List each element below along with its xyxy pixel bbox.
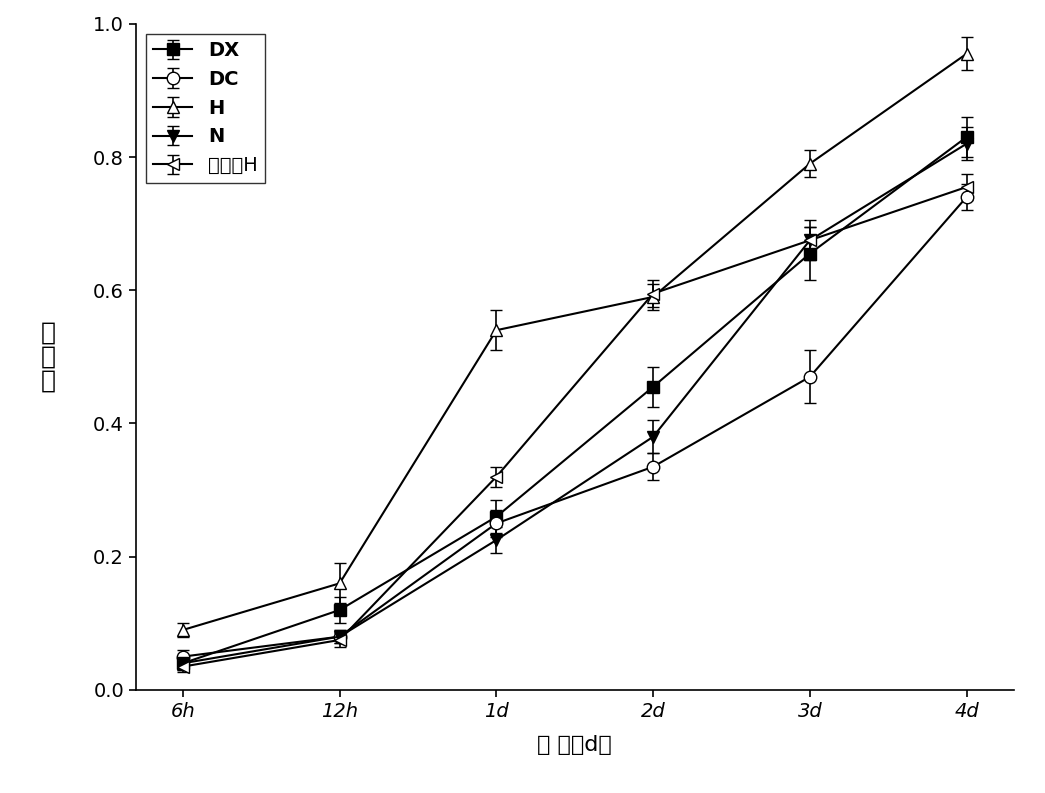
Text: 脱
色
率: 脱 色 率: [41, 321, 55, 393]
Legend: DX, DC, H, N, 粗醂液H: DX, DC, H, N, 粗醂液H: [145, 33, 265, 183]
X-axis label: 时 间（d）: 时 间（d）: [537, 734, 612, 755]
